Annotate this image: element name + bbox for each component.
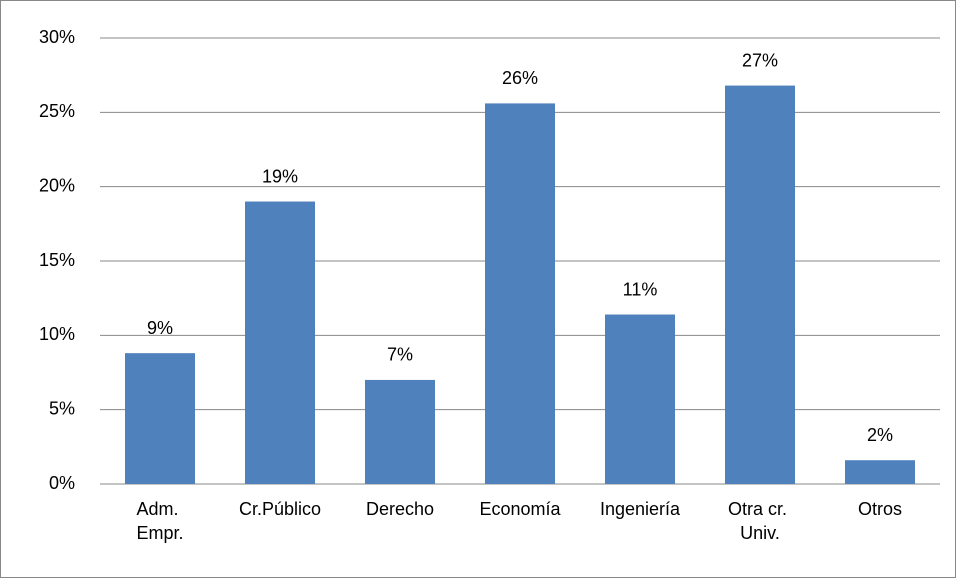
value-label: 11% [623,279,658,299]
y-tick-label: 10% [39,324,75,344]
x-tick-label: Economía [479,499,561,519]
value-label: 26% [502,68,538,88]
bar [725,85,795,484]
x-tick-label: Ingeniería [600,499,681,519]
x-tick-label: Otros [858,499,902,519]
bar [485,103,555,484]
bar [245,201,315,485]
bar [125,353,195,484]
bar [365,379,435,484]
x-tick-label: Cr.Público [239,499,321,519]
x-tick-label: Derecho [366,499,434,519]
value-label: 9% [147,318,173,338]
y-tick-label: 25% [39,101,75,121]
y-tick-label: 30% [39,27,75,47]
value-label: 7% [387,345,413,365]
value-label: 19% [262,166,298,186]
value-label: 27% [742,50,778,70]
y-tick-label: 15% [39,250,75,270]
y-tick-label: 20% [39,175,75,195]
y-tick-label: 5% [49,398,75,418]
x-tick-label: Otra cr. Univ. [728,499,792,543]
bar [845,460,915,484]
y-tick-label: 0% [49,473,75,493]
bar [605,314,675,484]
x-tick-label: Adm. Empr. [136,499,183,543]
value-label: 2% [867,425,893,445]
